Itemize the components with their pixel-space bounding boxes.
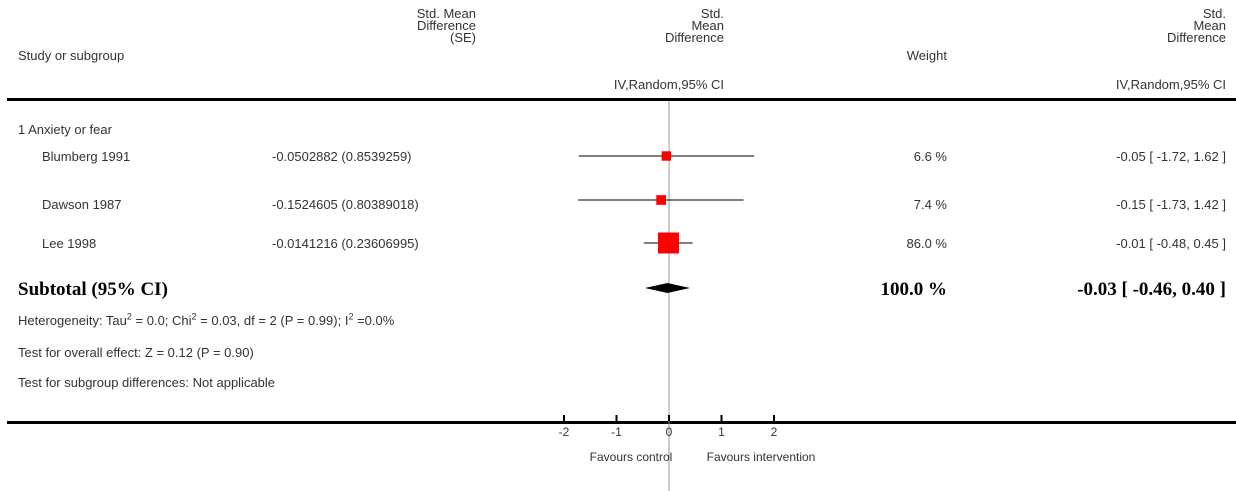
study-weight: 6.6 % [913,149,947,164]
study-effect-marker [656,195,666,205]
ci-header-line2: Mean [1193,18,1226,33]
x-axis-tick-label: 2 [771,425,778,439]
study-ci: -0.05 [ -1.72, 1.62 ] [1116,149,1226,164]
study-effect-marker [657,232,679,254]
plot-header-line2: Mean [691,18,724,33]
overall-effect-text: Test for overall effect: Z = 0.12 (P = 0… [18,345,254,360]
smd-se-header-line3: (SE) [450,30,476,45]
study-name: Lee 1998 [42,236,97,251]
subtotal-ci: -0.03 [ -0.46, 0.40 ] [1077,279,1226,300]
study-smd-se: -0.0502882 (0.8539259) [272,149,412,164]
study-effect-marker [661,151,672,161]
group-title: 1 Anxiety or fear [18,122,112,137]
ci-method-label: IV,Random,95% CI [1115,77,1226,92]
pooled-diamond [644,283,690,293]
study-smd-se: -0.1524605 (0.80389018) [272,197,419,212]
plot-method-label: IV,Random,95% CI [613,77,724,92]
subtotal-label: Subtotal (95% CI) [18,279,168,300]
study-name: Blumberg 1991 [42,149,131,164]
x-axis-tick-label: 0 [666,425,673,439]
favours-left-label: Favours control [590,450,673,464]
x-axis-tick-label: -1 [611,425,622,439]
ci-column-header: Std. Mean Difference [1166,6,1226,45]
plot-header-line3: Difference [664,30,724,45]
study-weight: 86.0 % [906,236,947,251]
smd-se-header-line2: Difference [416,18,476,33]
ci-header-line3: Difference [1166,30,1226,45]
ci-header-line1: Std. [1202,6,1226,21]
study-ci: -0.01 [ -0.48, 0.45 ] [1116,236,1226,251]
footer-rule [7,421,1236,424]
study-ci: -0.15 [ -1.73, 1.42 ] [1116,197,1226,212]
study-name: Dawson 1987 [42,197,122,212]
study-weight: 7.4 % [913,197,947,212]
header-rule [7,98,1236,101]
subgroup-difference-text: Test for subgroup differences: Not appli… [18,375,276,390]
smd-se-column-header: Std. Mean Difference (SE) [416,6,476,45]
x-axis-tick-label: 1 [718,425,725,439]
study-column-header: Study or subgroup [18,48,125,63]
plot-column-header: Std. Mean Difference [664,6,724,45]
favours-right-label: Favours intervention [707,450,816,464]
study-smd-se: -0.0141216 (0.23606995) [272,236,419,251]
weight-column-header: Weight [906,48,947,63]
subtotal-weight: 100.0 % [880,279,948,300]
x-axis-tick-label: -2 [559,425,570,439]
smd-se-header-line1: Std. Mean [416,6,476,21]
plot-header-line1: Std. [700,6,724,21]
heterogeneity-text: Heterogeneity: Tau2 = 0.0; Chi2 = 0.03, … [18,311,395,328]
